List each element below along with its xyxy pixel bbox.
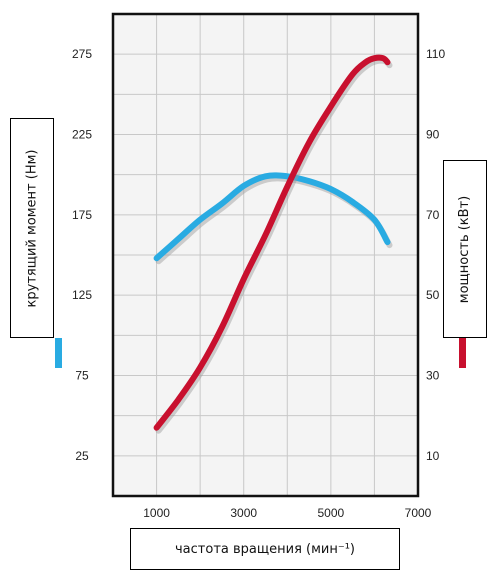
y-left-tick-label: 175 <box>72 208 92 222</box>
torque-curve-point <box>384 239 391 245</box>
x-tick-label: 3000 <box>230 506 257 520</box>
torque-curve-point <box>350 199 356 205</box>
power-curve-point <box>241 276 247 282</box>
y-left-tick-label: 25 <box>75 449 89 463</box>
power-curve-point <box>153 425 160 431</box>
y-left-axis-label: крутящий момент (Нм) <box>24 149 40 307</box>
power-curve-shadow <box>155 57 393 434</box>
torque-curve-point <box>175 236 181 242</box>
power-curve-point <box>384 59 391 65</box>
y-left-axis-label-box: крутящий момент (Нм) <box>10 118 54 338</box>
plot-border <box>111 12 420 498</box>
torque-curve-point <box>262 173 269 179</box>
torque-curve-point <box>306 178 312 184</box>
y-right-tick-label: 70 <box>426 208 440 222</box>
power-curve-point <box>380 55 386 61</box>
power-curve-point <box>175 397 181 403</box>
x-tick-label: 7000 <box>405 506 432 520</box>
power-curve-point <box>197 364 203 371</box>
torque-legend-swatch <box>55 338 62 368</box>
y-right-axis-label: мощность (кВт) <box>457 195 473 303</box>
x-axis-label: частота вращения (мин⁻¹) <box>175 541 355 557</box>
power-curve-point <box>306 139 312 146</box>
torque-curve-point <box>371 217 378 223</box>
power-legend-swatch <box>459 338 466 368</box>
power-curve-point <box>262 232 269 238</box>
power-curve-point <box>284 184 290 190</box>
y-right-tick-label: 110 <box>426 47 445 61</box>
x-axis-label-box: частота вращения (мин⁻¹) <box>130 528 400 570</box>
y-left-tick-label: 75 <box>75 369 89 383</box>
torque-curve-point <box>219 200 225 207</box>
power-curve-point <box>219 324 225 330</box>
y-right-tick-label: 90 <box>426 128 440 142</box>
torque-curve-point <box>328 186 334 192</box>
power-curve-point <box>350 71 356 77</box>
y-right-axis-label-box: мощность (кВт) <box>443 160 487 338</box>
torque-curve-point <box>153 255 160 261</box>
power-curve-point <box>363 59 369 65</box>
power-curve-point <box>371 55 378 61</box>
y-left-tick-label: 225 <box>72 128 92 142</box>
x-tick-labels: 1000 3000 5000 7000 <box>143 506 431 520</box>
y-left-tick-label: 125 <box>72 288 92 302</box>
y-right-tick-label: 50 <box>426 288 440 302</box>
y-left-tick-labels: 25 75 125 175 225 275 <box>72 47 92 463</box>
x-tick-label: 5000 <box>318 506 345 520</box>
torque-curve-point <box>241 183 247 189</box>
power-curve-point <box>328 103 334 109</box>
y-left-tick-label: 275 <box>72 47 92 61</box>
y-right-tick-label: 30 <box>426 369 440 383</box>
x-tick-label: 1000 <box>143 506 170 520</box>
torque-curve-point <box>197 217 203 223</box>
y-right-tick-labels: 10 30 50 70 90 110 <box>426 47 445 463</box>
y-right-tick-label: 10 <box>426 449 440 463</box>
series-layer <box>153 54 393 434</box>
